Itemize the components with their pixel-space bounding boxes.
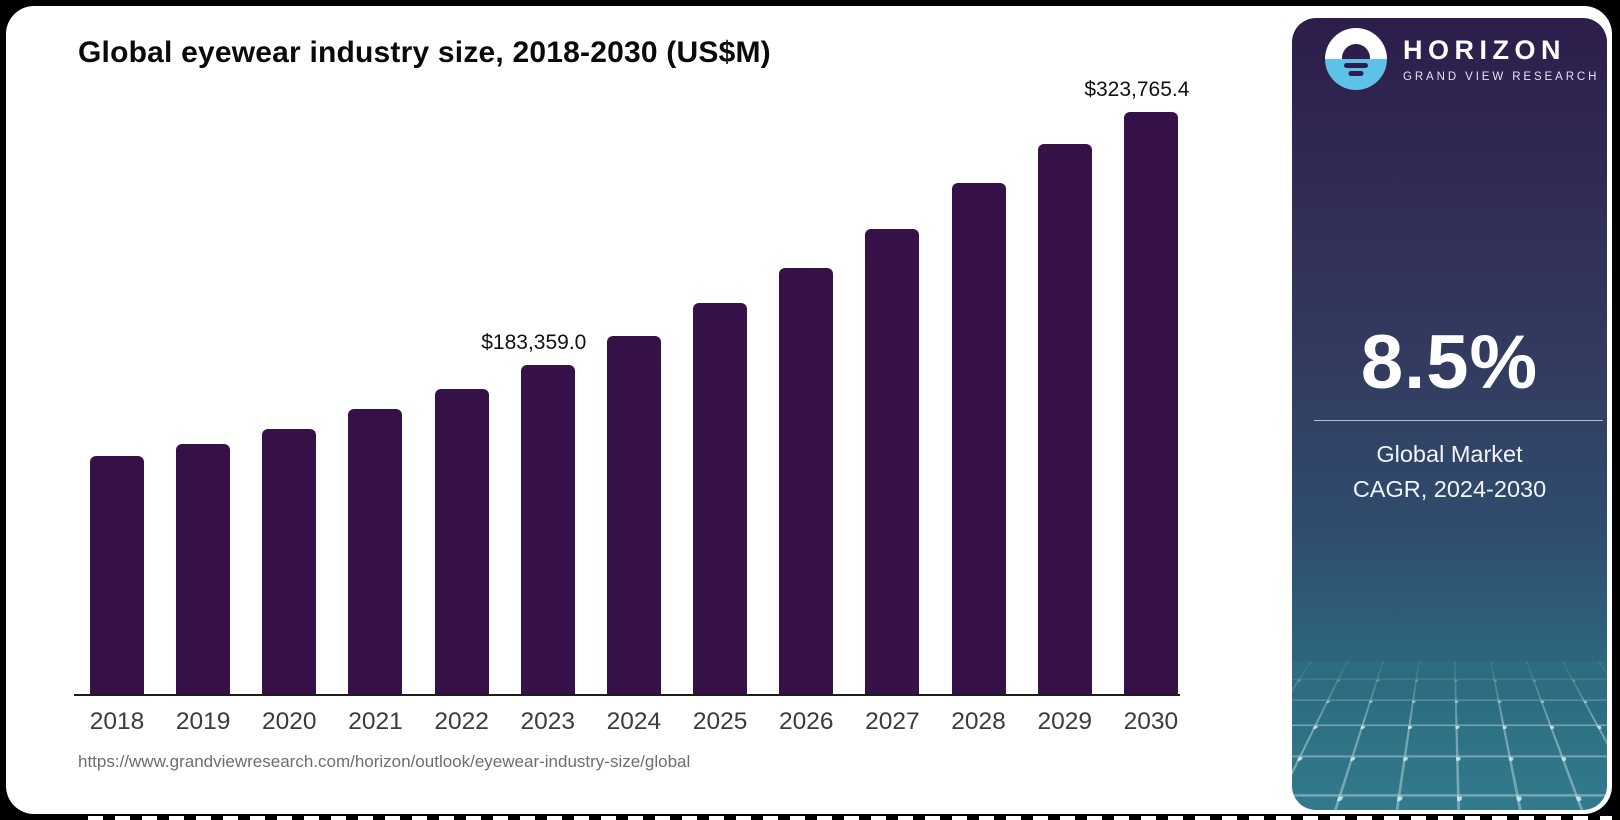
bar-column-2022: 2022 <box>434 101 489 735</box>
bar-column-2023: $183,359.0 2023 <box>481 101 586 735</box>
bar-2022 <box>434 389 489 694</box>
x-axis-label-2022: 2022 <box>434 708 489 735</box>
sun-dome-shape <box>1342 44 1370 59</box>
sun-reflection-line <box>1348 71 1364 76</box>
bar-2020 <box>262 429 317 694</box>
sidebar-panel: HORIZON GRAND VIEW RESEARCH 8.5% Global … <box>1292 18 1607 810</box>
stat-divider <box>1314 420 1603 421</box>
bar-2024 <box>606 336 661 694</box>
x-axis-label-2018: 2018 <box>89 708 145 735</box>
bar-value-label-2030: $323,765.4 <box>1084 78 1190 101</box>
source-url: https://www.grandviewresearch.com/horizo… <box>78 752 691 771</box>
bar-column-2029: 2029 <box>1037 101 1092 735</box>
bar-group: 2018 2019 2020 2021 2022 $183,359.0 2023 2024 20… <box>90 78 1190 735</box>
bar-value-label-2023: $183,359.0 <box>481 331 587 354</box>
bar-column-2030: $323,765.4 2030 <box>1084 78 1189 735</box>
wireframe-grid <box>1292 662 1607 810</box>
bar-2027 <box>865 229 920 694</box>
x-axis-label-2019: 2019 <box>175 708 231 735</box>
brand-name: HORIZON <box>1403 35 1566 65</box>
x-axis-label-2021: 2021 <box>348 708 403 735</box>
bar-2030 <box>1123 112 1178 694</box>
brand-header: HORIZON GRAND VIEW RESEARCH <box>1325 28 1599 90</box>
x-axis-label-2027: 2027 <box>865 708 920 735</box>
x-axis-label-2029: 2029 <box>1037 708 1092 735</box>
bar-2023 <box>520 365 575 694</box>
x-axis-label-2023: 2023 <box>520 708 576 735</box>
bottom-dashes <box>88 816 1612 820</box>
x-axis-label-2020: 2020 <box>262 708 317 735</box>
x-axis-label-2024: 2024 <box>606 708 662 735</box>
bar-2019 <box>176 444 231 694</box>
bar-column-2028: 2028 <box>951 101 1006 735</box>
stat-block: 8.5% Global Market CAGR, 2024-2030 <box>1292 322 1607 507</box>
x-axis-label-2028: 2028 <box>951 708 1006 735</box>
x-axis-label-2030: 2030 <box>1123 708 1179 735</box>
bar-column-2018: 2018 <box>90 101 144 735</box>
x-axis-line <box>74 693 1180 696</box>
bar-column-2019: 2019 <box>176 101 231 735</box>
bar-column-2024: 2024 <box>606 101 661 735</box>
stat-value: 8.5% <box>1360 320 1539 405</box>
bar-column-2027: 2027 <box>865 101 920 735</box>
bar-column-2025: 2025 <box>693 101 748 735</box>
brand-tagline: GRAND VIEW RESEARCH <box>1403 71 1600 83</box>
bar-2018 <box>90 456 144 694</box>
bar-2029 <box>1037 144 1092 694</box>
bar-2021 <box>348 409 403 694</box>
bar-2028 <box>951 183 1006 694</box>
sun-reflection-line <box>1344 63 1368 68</box>
chart-title: Global eyewear industry size, 2018-2030 … <box>78 36 771 69</box>
brand-text: HORIZON GRAND VIEW RESEARCH <box>1403 35 1599 83</box>
stat-label-line2: CAGR, 2024-2030 <box>1352 476 1547 502</box>
bar-column-2020: 2020 <box>262 101 317 735</box>
x-axis-label-2026: 2026 <box>778 708 834 735</box>
mesh-pattern <box>1292 662 1607 810</box>
bar-2026 <box>779 268 834 694</box>
stat-label-line1: Global Market <box>1376 441 1523 467</box>
x-axis-label-2025: 2025 <box>692 708 748 735</box>
horizon-sun-icon <box>1325 28 1387 90</box>
bar-column-2021: 2021 <box>348 101 403 735</box>
bar-2025 <box>693 303 748 694</box>
bar-column-2026: 2026 <box>779 101 834 735</box>
